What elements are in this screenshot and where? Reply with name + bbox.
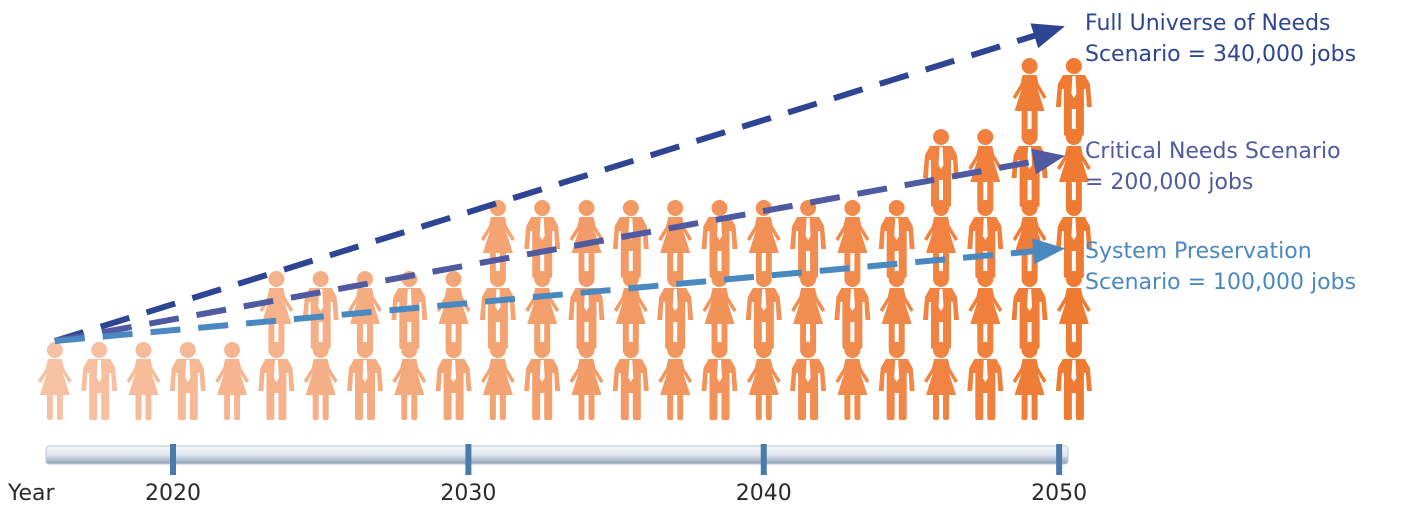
scenario-label: Full Universe of Needs Scenario = 340,00… <box>1085 11 1357 67</box>
person-figure <box>835 342 870 420</box>
person-figure <box>878 342 915 420</box>
person-figure <box>702 271 737 349</box>
person-figure <box>259 271 294 349</box>
trend-line <box>53 31 1041 344</box>
person-figure <box>524 342 561 420</box>
person-figure <box>568 271 605 349</box>
person-figure <box>480 200 515 278</box>
person-figure <box>790 342 827 420</box>
person-figure <box>746 200 781 278</box>
person-figure <box>436 271 471 349</box>
trend-line <box>54 247 1040 344</box>
x-axis-title: Year <box>7 481 56 505</box>
person-figure <box>258 342 295 420</box>
person-figure <box>1055 58 1092 136</box>
person-figure <box>169 342 206 420</box>
trend-arrowhead <box>1032 238 1066 265</box>
person-figure <box>524 200 561 278</box>
tick-label: 2050 <box>1031 481 1087 505</box>
person-figure <box>435 342 472 420</box>
person-figure <box>1055 342 1092 420</box>
person-figure <box>879 271 914 349</box>
person-figure <box>1012 200 1047 278</box>
tick-mark <box>170 444 177 475</box>
trend-arrowhead <box>1031 148 1066 175</box>
person-figure <box>1011 271 1048 349</box>
person-figure <box>701 342 738 420</box>
person-figure <box>923 271 959 349</box>
person-figure <box>1055 200 1092 278</box>
person-figure <box>968 271 1003 349</box>
scenario-label: Critical Needs Scenario = 200,000 jobs <box>1085 139 1341 195</box>
person-figure <box>658 342 693 420</box>
trend-line <box>54 157 1041 344</box>
person-figure <box>701 200 738 278</box>
person-figure <box>1012 58 1047 136</box>
person-figure <box>215 342 250 420</box>
tick-mark <box>1056 444 1063 475</box>
figures-layer <box>37 58 1092 420</box>
person-figure <box>791 271 826 349</box>
person-figure <box>835 200 870 278</box>
person-figure <box>923 129 959 207</box>
person-figure <box>126 342 161 420</box>
person-figure <box>525 271 560 349</box>
person-figure <box>613 271 648 349</box>
person-figure <box>392 342 427 420</box>
person-figure <box>746 342 781 420</box>
person-figure <box>303 342 338 420</box>
tick-label: 2020 <box>145 481 201 505</box>
person-figure <box>1012 342 1047 420</box>
person-figure <box>967 200 1004 278</box>
person-figure <box>657 271 694 349</box>
person-figure <box>569 342 604 420</box>
tick-label: 2030 <box>440 481 496 505</box>
tick-mark <box>760 444 767 475</box>
person-figure <box>790 200 827 278</box>
person-figure <box>745 271 782 349</box>
scenario-label: System Preservation Scenario = 100,000 j… <box>1085 239 1357 295</box>
person-figure <box>967 342 1004 420</box>
person-figure <box>612 342 649 420</box>
person-figure <box>924 342 958 420</box>
year-ticks: 2020 2030 2040 2050 <box>145 444 1087 505</box>
trend-arrowhead <box>1030 23 1065 49</box>
person-figure <box>834 271 871 349</box>
tick-mark <box>465 444 472 475</box>
timeline-axis <box>45 445 1069 465</box>
tick-label: 2040 <box>736 481 792 505</box>
person-figure <box>658 200 693 278</box>
person-figure <box>347 342 383 420</box>
trend-lines-layer <box>53 23 1066 344</box>
person-figure <box>968 129 1003 207</box>
person-figure <box>612 200 649 278</box>
timeline-bar <box>45 445 1069 465</box>
person-figure <box>924 200 958 278</box>
person-figure <box>479 271 516 349</box>
person-figure <box>81 342 118 420</box>
person-figure <box>302 271 339 349</box>
person-figure <box>480 342 515 420</box>
person-figure <box>37 342 72 420</box>
